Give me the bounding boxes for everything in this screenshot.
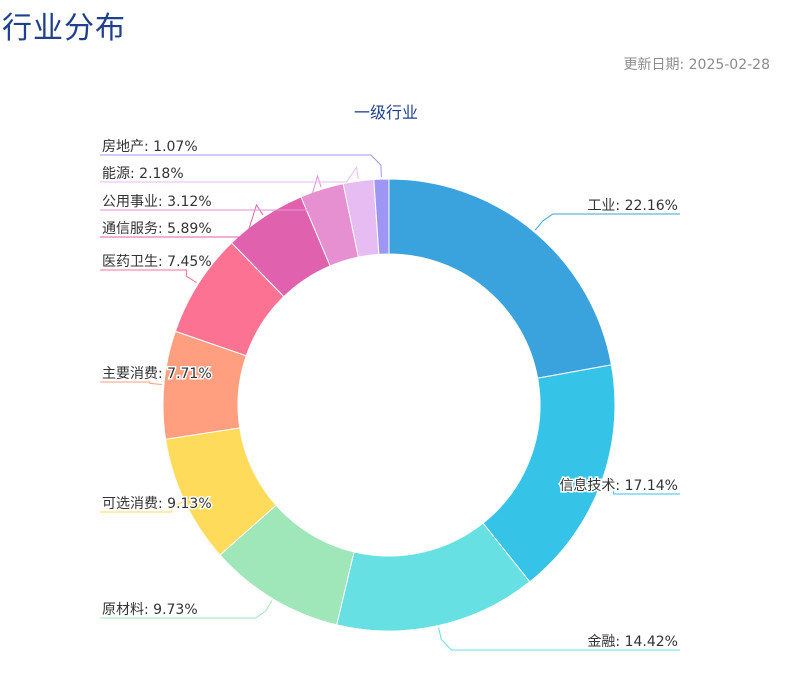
slice-5-leader-line [100,501,183,513]
update-date-value: 2025-02-28 [688,57,770,73]
slice-1-leader-line [534,213,680,231]
slice-7-label: 医药卫生: 7.45% [102,254,212,270]
slice-3-label: 金融: 14.42% [587,634,678,650]
slice-5-label: 可选消费: 9.13% [102,496,212,512]
page-title: 行业分布 [2,11,126,46]
slice-3-leader-line [438,627,680,651]
slice-8-label: 通信服务: 5.89% [102,221,212,237]
slice-6-label: 主要消费: 7.71% [102,366,212,382]
slice-1-arc[interactable] [388,178,612,379]
slice-2-leader-line [602,484,680,495]
slice-11-arc[interactable] [373,178,390,255]
slice-11-leader-line [100,154,382,178]
slice-9-label: 公用事业: 3.12% [102,194,212,210]
slice-6-leader-line [100,381,162,385]
slice-7-leader-line [100,269,197,284]
slice-10-label: 能源: 2.18% [102,166,184,182]
chart-title: 一级行业 [354,103,418,122]
slice-10-leader-line [100,165,359,183]
donut-slices [162,178,616,632]
slice-labels: 工业: 22.16% 信息技术: 17.14% 金融: 14.42% 原材料: 9.7… [100,138,680,652]
update-date-line: 更新日期: 2025-02-28 [623,54,770,74]
slice-1-label: 工业: 22.16% [587,198,678,214]
update-date-label: 更新日期: [623,57,685,73]
slice-4-label: 原材料: 9.73% [102,602,198,618]
slice-2-label: 信息技术: 17.14% [559,477,678,494]
slice-4-leader-line [100,600,273,619]
slice-11-label: 房地产: 1.07% [102,139,198,155]
